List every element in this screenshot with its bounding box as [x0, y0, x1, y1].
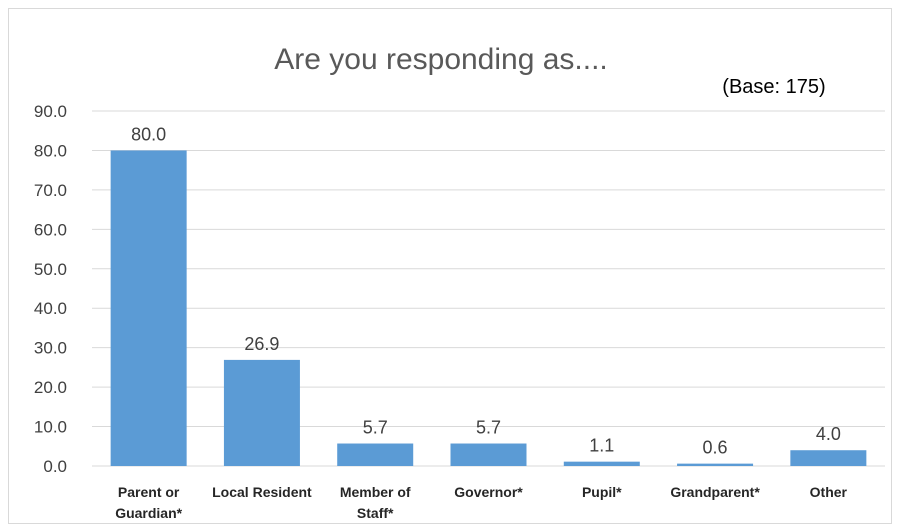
- category-label: Guardian*: [115, 505, 182, 521]
- bars: [110, 150, 867, 466]
- y-tick-label: 30.0: [34, 339, 67, 358]
- base-note: (Base: 175): [722, 76, 825, 98]
- bar: [790, 450, 867, 466]
- data-labels: 80.0 26.9 5.7 5.7 1.1 0.6 4.0: [131, 124, 841, 457]
- bar: [337, 443, 414, 466]
- gridlines: [92, 110, 885, 467]
- bar: [450, 443, 527, 466]
- data-label: 5.7: [476, 418, 501, 438]
- y-tick-label: 70.0: [34, 181, 67, 200]
- chart-title: Are you responding as....: [274, 43, 608, 76]
- category-label: Pupil*: [582, 484, 622, 500]
- category-label: Member of: [340, 484, 411, 500]
- category-label: Other: [810, 484, 848, 500]
- category-label: Governor*: [454, 484, 523, 500]
- y-tick-label: 50.0: [34, 260, 67, 279]
- category-label: Grandparent*: [670, 484, 760, 500]
- category-labels: Parent or Guardian* Local Resident Member o…: [115, 484, 847, 521]
- y-tick-label: 90.0: [34, 102, 67, 121]
- y-tick-label: 40.0: [34, 299, 67, 318]
- bar: [110, 150, 187, 466]
- y-tick-label: 20.0: [34, 378, 67, 397]
- category-label: Local Resident: [212, 484, 312, 500]
- y-tick-label: 0.0: [43, 457, 67, 476]
- bar: [677, 463, 754, 466]
- bar: [223, 359, 300, 466]
- bar: [563, 461, 640, 466]
- data-label: 0.6: [703, 438, 728, 458]
- data-label: 26.9: [244, 334, 279, 354]
- y-tick-label: 60.0: [34, 220, 67, 239]
- data-label: 5.7: [363, 418, 388, 438]
- data-label: 4.0: [816, 424, 841, 444]
- chart-area: Are you responding as.... (Base: 175) 0.…: [8, 8, 892, 524]
- bar-chart: Are you responding as.... (Base: 175) 0.…: [34, 43, 885, 521]
- data-label: 1.1: [589, 436, 614, 456]
- data-label: 80.0: [131, 124, 166, 144]
- category-label: Parent or: [118, 484, 180, 500]
- category-label: Staff*: [357, 505, 394, 521]
- y-axis-ticks: 0.0 10.0 20.0 30.0 40.0 50.0 60.0 70.0 80.0 90.0: [34, 102, 67, 476]
- y-tick-label: 10.0: [34, 418, 67, 437]
- y-tick-label: 80.0: [34, 141, 67, 160]
